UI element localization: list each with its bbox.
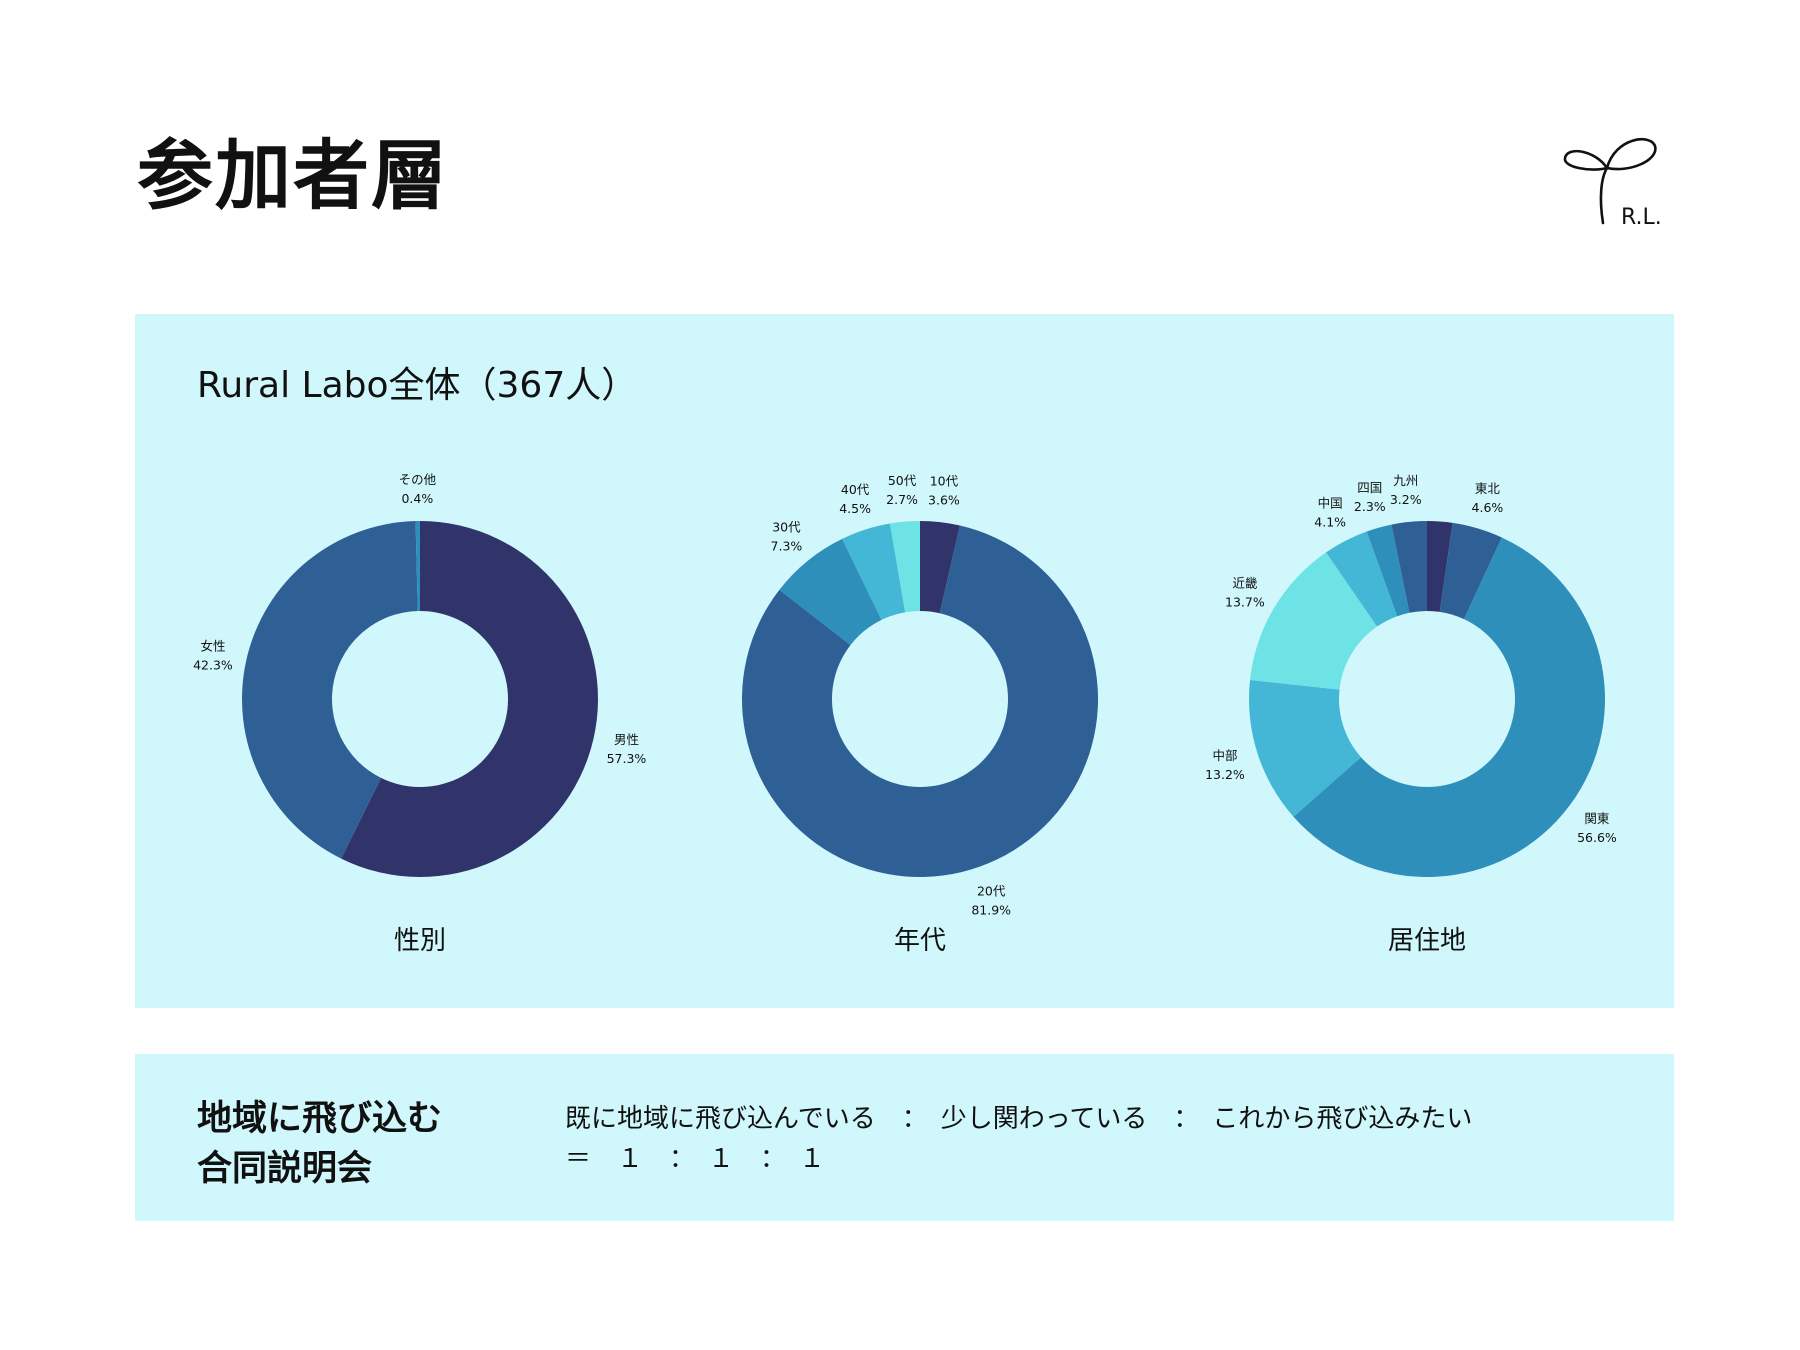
- slice-label-3-7: 九州 3.2%: [1390, 473, 1422, 507]
- slice-label-3-5: 中国 4.1%: [1314, 495, 1346, 529]
- slice-label-2-0: 10代 3.6%: [928, 473, 960, 507]
- donut-2-slice-0: [920, 521, 960, 614]
- ratio-description: 既に地域に飛び込んでいる ： 少し関わっている ： これから飛び込みたい: [565, 1104, 1473, 1134]
- donut-chart-1: 男性 57.3% 女性 42.3% その他 0.4% 性別: [193, 472, 646, 956]
- donut-3-slice-7: [1391, 521, 1427, 613]
- donut-2-slice-4: [889, 521, 920, 613]
- donut-3-slice-5: [1326, 531, 1398, 627]
- slice-label-3-2: 関東 56.6%: [1577, 811, 1617, 845]
- ratio-value: ＝ １ ： １ ： １: [565, 1144, 826, 1174]
- donut-3-slice-0: [1427, 521, 1453, 612]
- donut-chart-3: 東北 4.6% 関東 56.6% 中部 13.2% 近畿 13.7% 中国 4.1%四国 2.3%九…: [1205, 473, 1617, 956]
- chart-caption-2: 年代: [894, 926, 946, 956]
- chart-caption-3: 居住地: [1388, 926, 1466, 956]
- donut-3-slice-1: [1439, 522, 1502, 620]
- slice-label-3-1: 東北 4.6%: [1472, 481, 1504, 515]
- donut-1-slice-0: [341, 521, 598, 877]
- logo-text: R.L.: [1621, 205, 1662, 230]
- donut-2-slice-3: [842, 523, 906, 620]
- logo: R.L.: [1555, 128, 1685, 233]
- donut-2-slice-2: [779, 538, 882, 646]
- donut-3-slice-3: [1248, 680, 1361, 817]
- slice-label-2-4: 50代 2.7%: [886, 473, 918, 507]
- event-title-line2: 合同説明会: [197, 1149, 373, 1189]
- event-panel: 地域に飛び込む 合同説明会 既に地域に飛び込んでいる ： 少し関わっている ： …: [135, 1054, 1674, 1221]
- slice-label-3-6: 四国 2.3%: [1354, 480, 1386, 514]
- summary-panel: Rural Labo全体（367人） 男性 57.3% 女性 42.3% その他 0.4%…: [135, 314, 1674, 1008]
- donut-2-slice-1: [742, 525, 1099, 878]
- slice-label-1-1: 女性 42.3%: [193, 638, 233, 672]
- slice-label-2-3: 40代 4.5%: [839, 482, 871, 516]
- donut-3-slice-6: [1366, 524, 1410, 617]
- donut-charts: 男性 57.3% 女性 42.3% その他 0.4% 性別 10代 3.6% 20代 81.9% 30…: [193, 472, 1617, 956]
- summary-panel-title: Rural Labo全体（367人）: [197, 365, 638, 406]
- slice-label-1-2: その他 0.4%: [399, 472, 437, 506]
- donut-1-slice-2: [415, 521, 420, 612]
- sprout-logo-icon: R.L.: [1563, 137, 1662, 230]
- slice-label-1-0: 男性 57.3%: [607, 732, 647, 766]
- donut-3-slice-4: [1250, 552, 1378, 690]
- slice-label-2-1: 20代 81.9%: [971, 884, 1011, 918]
- slice-label-3-4: 近畿 13.7%: [1225, 576, 1265, 610]
- slice-label-2-2: 30代 7.3%: [771, 519, 803, 553]
- slice-label-3-3: 中部 13.2%: [1205, 748, 1245, 782]
- donut-1-slice-1: [242, 521, 418, 859]
- chart-caption-1: 性別: [394, 926, 446, 956]
- donut-3-slice-2: [1293, 537, 1605, 877]
- event-title: 地域に飛び込む 合同説明会: [197, 1094, 442, 1194]
- page-title: 参加者層: [137, 131, 449, 220]
- donut-chart-2: 10代 3.6% 20代 81.9% 30代 7.3% 40代 4.5% 50代 2.7% 年代: [742, 473, 1099, 956]
- event-title-line1: 地域に飛び込む: [197, 1099, 443, 1139]
